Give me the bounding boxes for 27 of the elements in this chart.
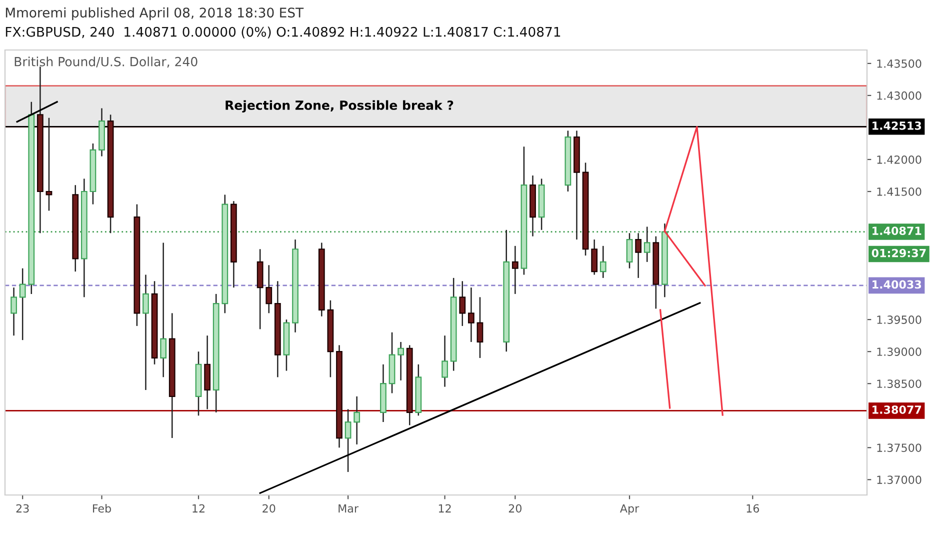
y-tick-label: 1.43000 [877,91,922,100]
y-tick-label: 1.37000 [877,476,922,484]
y-tick-label: 1.37500 [877,444,922,452]
x-tick-label: 16 [746,504,760,513]
chart-title: Mmoremi published April 08, 2018 18:30 EST [6,7,304,20]
ref-line-label: 1.40033 [872,280,922,289]
y-tick-label: 1.42000 [877,155,922,164]
x-tick-label: Apr [620,504,640,515]
y-tick-label: 1.41500 [877,187,922,196]
chart-subtitle: FX:GBPUSD, 240 1.40871 0.00000 (0%) O:1.40892 H:1.40922 L:1.40817 C:1.40871 [6,26,560,38]
y-tick-label: 1.38500 [877,380,922,388]
x-tick-label: Feb [93,504,111,513]
ref-line-label: 1.42513 [872,121,922,130]
ref-line-label: 1.40871 [872,226,922,235]
x-tick-label: 20 [262,504,276,513]
x-tick-label: 23 [16,504,29,513]
ref-line-label: 1.38077 [872,405,922,414]
y-tick-label: 1.39500 [877,316,922,324]
text: 01:29:37 [872,248,926,258]
annotation: British Pound/U.S. Dollar, 240 [14,56,198,68]
x-tick-label: 12 [192,504,204,512]
x-tick-label: 12 [438,504,451,512]
x-tick-label: Mar [338,504,359,513]
x-tick-label: 20 [508,504,522,513]
y-tick-label: 1.43500 [877,59,922,68]
band-label: Rejection Zone, Possible break ? [226,100,454,112]
y-tick-label: 1.39000 [877,348,922,356]
